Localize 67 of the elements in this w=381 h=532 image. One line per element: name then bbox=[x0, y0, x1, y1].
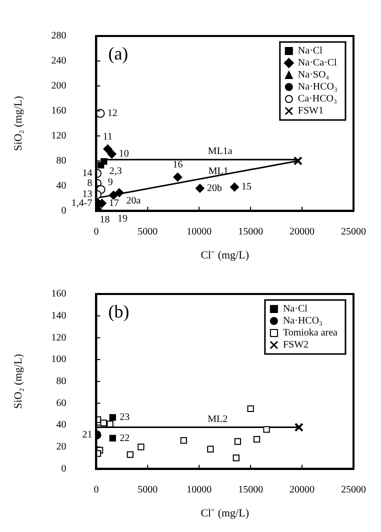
y-tick-label: 0 bbox=[61, 463, 66, 474]
x-tick-label: 10000 bbox=[186, 484, 212, 496]
annotation: 21 bbox=[82, 430, 92, 441]
y-tick-label: 280 bbox=[51, 30, 66, 42]
annotation: 20a bbox=[126, 195, 142, 206]
y-tick-label: 160 bbox=[51, 106, 66, 117]
annotation: 16 bbox=[172, 160, 183, 171]
y-tick-label: 200 bbox=[51, 80, 66, 92]
annotation: 15 bbox=[242, 182, 252, 193]
annotation: 20b bbox=[206, 182, 222, 194]
annotation: 2,3 bbox=[109, 166, 122, 177]
legend-label: FSW2 bbox=[282, 340, 309, 351]
series-label: ML1a bbox=[208, 146, 233, 158]
annotation: 8 bbox=[87, 178, 92, 189]
x-axis-title: Cl⁻ (mg/L) bbox=[200, 507, 250, 520]
chart-title: (a) bbox=[108, 44, 128, 64]
y-tick-label: 80 bbox=[56, 155, 66, 166]
x-tick-label: 0 bbox=[94, 484, 99, 496]
x-tick-label: 5000 bbox=[138, 484, 158, 496]
annotation: 10 bbox=[118, 148, 129, 160]
y-tick-label: 40 bbox=[56, 180, 66, 192]
annotation: 23 bbox=[120, 412, 130, 424]
annotation: 13 bbox=[82, 189, 92, 200]
x-tick-label: 25000 bbox=[341, 484, 366, 496]
y-tick-label: 60 bbox=[56, 398, 66, 409]
legend-label: Tomioka area bbox=[282, 328, 338, 339]
legend-label: Na·HCO₃ bbox=[298, 82, 338, 93]
y-tick-label: 120 bbox=[51, 130, 66, 142]
x-tick-label: 15000 bbox=[238, 484, 264, 496]
x-tick-label: 0 bbox=[94, 226, 99, 238]
annotation: 11 bbox=[102, 132, 113, 143]
y-tick-label: 160 bbox=[51, 288, 66, 300]
y-tick-label: 120 bbox=[51, 332, 66, 344]
y-tick-label: 140 bbox=[51, 310, 66, 322]
y-axis-title: SiO₂ (mg/L) bbox=[12, 96, 24, 151]
x-tick-label: 25000 bbox=[341, 226, 366, 238]
chart-title: (b) bbox=[108, 302, 130, 322]
x-tick-label: 5000 bbox=[138, 226, 158, 238]
annotation: 1,4-7 bbox=[71, 198, 92, 209]
annotation: 9 bbox=[108, 177, 113, 188]
annotation: 18 bbox=[100, 214, 110, 226]
y-tick-label: 240 bbox=[51, 56, 66, 67]
y-tick-label: 0 bbox=[61, 205, 66, 216]
y-axis-title: SiO₂ (mg/L) bbox=[12, 354, 24, 409]
legend-label: Na·HCO₃ bbox=[282, 316, 323, 327]
legend-label: Na·Ca·Cl bbox=[298, 58, 338, 69]
legend-label: Na·Cl bbox=[282, 304, 308, 315]
series-label: ML2 bbox=[208, 414, 228, 425]
x-tick-label: 20000 bbox=[290, 226, 315, 238]
legend-label: FSW1 bbox=[298, 106, 324, 117]
x-tick-label: 15000 bbox=[238, 226, 264, 238]
x-tick-label: 20000 bbox=[290, 484, 315, 496]
x-axis-title: Cl⁻ (mg/L) bbox=[200, 249, 250, 262]
y-tick-label: 100 bbox=[51, 354, 66, 366]
annotation: 22 bbox=[120, 432, 130, 444]
x-tick-label: 10000 bbox=[186, 226, 212, 238]
annotation: 17 bbox=[108, 198, 119, 209]
y-tick-label: 80 bbox=[56, 376, 66, 388]
annotation: 12 bbox=[107, 108, 118, 120]
legend-label: Ca·HCO₃ bbox=[298, 94, 337, 105]
legend-label: Na·Cl bbox=[298, 46, 323, 57]
y-tick-label: 20 bbox=[56, 442, 66, 453]
annotation: 14 bbox=[82, 168, 92, 179]
annotation: 19 bbox=[117, 213, 128, 224]
y-tick-label: 40 bbox=[56, 420, 66, 431]
legend-label: Na·SO₄ bbox=[298, 70, 330, 81]
series-label: ML1 bbox=[208, 166, 228, 177]
